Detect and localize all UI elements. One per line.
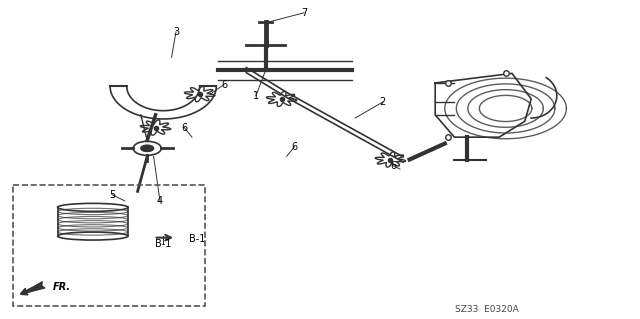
Text: 6: 6 bbox=[291, 142, 298, 152]
Polygon shape bbox=[110, 86, 216, 119]
Text: B-1: B-1 bbox=[189, 234, 205, 244]
Circle shape bbox=[141, 145, 154, 152]
Text: 2: 2 bbox=[380, 97, 386, 107]
Text: 3: 3 bbox=[173, 27, 179, 37]
Bar bbox=[13, 185, 205, 306]
Text: 6: 6 bbox=[181, 122, 188, 133]
Text: B-1: B-1 bbox=[155, 239, 172, 249]
Text: 6: 6 bbox=[221, 79, 227, 90]
Text: 6: 6 bbox=[390, 161, 397, 171]
Text: FR.: FR. bbox=[52, 282, 70, 292]
Text: 7: 7 bbox=[301, 8, 307, 18]
Text: 1: 1 bbox=[253, 91, 259, 101]
Text: 4: 4 bbox=[157, 196, 163, 206]
Text: 5: 5 bbox=[109, 189, 115, 200]
Polygon shape bbox=[435, 73, 531, 137]
Text: SZ33  E0320A: SZ33 E0320A bbox=[454, 305, 518, 314]
